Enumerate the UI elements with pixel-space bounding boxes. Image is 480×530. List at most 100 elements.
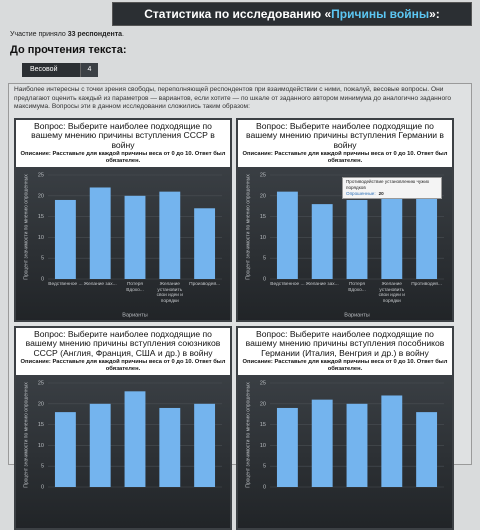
tooltip-value: 20	[378, 191, 384, 197]
y-tick-label: 25	[260, 381, 266, 387]
x-tick-label: Производей...	[189, 282, 221, 288]
header-prefix: Статистика по исследованию «	[144, 7, 332, 21]
tooltip-title: Противодействие установлению чужих поряд…	[346, 179, 430, 191]
chart-plot: Процент значимости по мнению опрошенных 0…	[238, 167, 452, 320]
bar	[311, 399, 333, 488]
chart-subtitle: Описание: Расставьте для каждой причины …	[20, 151, 226, 165]
chart-panel: Вопрос: Выберите наиболее подходящие по …	[14, 326, 232, 530]
y-tick-label: 25	[38, 381, 44, 387]
chart-header: Вопрос: Выберите наиболее подходящие по …	[238, 120, 452, 168]
bar	[124, 196, 146, 280]
x-tick-label-box: Желание установить свои идеи и порядки	[378, 282, 405, 304]
tooltip-row: Опрошенные: 20	[346, 191, 438, 197]
y-axis-label: Процент значимости по мнению опрошенных	[245, 174, 251, 280]
chart-panel: Вопрос: Выберите наиболее подходящие по …	[236, 326, 454, 530]
y-tick-label: 20	[38, 193, 44, 199]
y-tick-label: 20	[38, 401, 44, 407]
chart-header: Вопрос: Выберите наиболее подходящие по …	[16, 120, 230, 168]
bar	[381, 395, 403, 488]
y-tick-label: 20	[260, 193, 266, 199]
page-header: Статистика по исследованию «Причины войн…	[112, 2, 472, 26]
bar	[381, 191, 403, 280]
bar	[276, 408, 298, 488]
x-tick-label-box: Противодей...	[411, 282, 442, 288]
table-cell: 4	[80, 63, 98, 77]
x-tick-label-box: Желание зах...	[305, 282, 339, 288]
bar	[194, 404, 216, 488]
x-tick-label: Потеря Вдохо...	[126, 282, 144, 293]
y-axis-label: Процент значимости по мнению опрошенных	[23, 382, 29, 488]
tooltip-box: Противодействие установлению чужих поряд…	[342, 177, 442, 200]
y-tick-label: 0	[263, 277, 266, 283]
x-tick-label: Ведственное ...	[270, 282, 305, 288]
chart-panel: Вопрос: Выберите наиболее подходящие по …	[14, 118, 232, 322]
y-tick-label: 15	[38, 214, 44, 220]
bar	[276, 191, 298, 280]
header-suffix: »:	[429, 7, 440, 21]
chart-title: Вопрос: Выберите наиболее подходящие по …	[31, 121, 215, 150]
x-tick-label-box: Потеря Вдохо...	[348, 282, 366, 293]
chart-subtitle: Описание: Расставьте для каждой причины …	[20, 359, 226, 373]
y-axis-label: Процент значимости по мнению опрошенных	[245, 382, 251, 488]
chart-title: Вопрос: Выберите наиболее подходящие по …	[245, 329, 445, 358]
y-tick-label: 5	[263, 464, 266, 470]
bar	[89, 187, 111, 280]
section-title: До прочтения текста:	[10, 44, 127, 56]
y-tick-label: 20	[260, 401, 266, 407]
x-tick-label: Желание установить свои идеи и порядки	[378, 282, 405, 304]
bar	[416, 196, 438, 280]
chart-plot: Процент значимости по мнению опрошенных 0…	[16, 167, 230, 320]
chart-subtitle: Описание: Расставьте для каждой причины …	[242, 359, 448, 373]
chart-panel: Вопрос: Выберите наиболее подходящие по …	[236, 118, 454, 322]
y-tick-label: 0	[263, 485, 266, 491]
x-tick-label-box: Ведственное ...	[270, 282, 305, 288]
y-tick-label: 0	[41, 277, 44, 283]
y-tick-label: 10	[38, 443, 44, 449]
bar	[124, 391, 146, 488]
y-tick-label: 5	[263, 256, 266, 262]
participants: Участие приняло 33 респондента.	[10, 31, 124, 38]
y-tick-label: 5	[41, 256, 44, 262]
bar	[159, 191, 181, 280]
bar	[54, 200, 76, 280]
x-tick-label: Противодей...	[411, 282, 442, 288]
y-axis-label: Процент значимости по мнению опрошенных	[23, 174, 29, 280]
x-tick-label: Потеря Вдохо...	[348, 282, 366, 293]
y-tick-label: 25	[260, 173, 266, 179]
page: Статистика по исследованию «Причины войн…	[8, 2, 472, 530]
bar	[346, 404, 368, 488]
y-tick-label: 0	[41, 485, 44, 491]
x-tick-label-box: Ведственное ...	[48, 282, 82, 287]
chart-subtitle: Описание: Расставьте для каждой причины …	[242, 151, 448, 165]
intro-text: Наиболее интересны с точки зрения свобод…	[14, 86, 452, 111]
x-tick-label: Желание установить свои идеи и порядки	[156, 282, 183, 304]
y-tick-label: 10	[38, 235, 44, 241]
bar	[311, 204, 333, 280]
chart-title: Вопрос: Выберите наиболее подходящие по …	[246, 121, 444, 150]
bar	[194, 208, 216, 280]
x-tick-label-box: Потеря Вдохо...	[126, 282, 144, 293]
y-tick-label: 15	[260, 422, 266, 428]
y-tick-label: 15	[260, 214, 266, 220]
x-tick-label: Желание зах...	[305, 282, 339, 288]
chart-header: Вопрос: Выберите наиболее подходящие по …	[238, 328, 452, 376]
y-tick-label: 10	[260, 235, 266, 241]
tooltip-label: Опрошенные:	[346, 191, 376, 197]
y-tick-label: 10	[260, 443, 266, 449]
table-row: Весовой 4	[22, 63, 98, 77]
x-tick-label: Желание зах...	[83, 282, 117, 288]
y-tick-label: 15	[38, 422, 44, 428]
y-tick-label: 5	[41, 464, 44, 470]
header-highlight[interactable]: Причины войны	[331, 7, 430, 21]
chart-plot: Процент значимости по мнению опрошенных 0…	[238, 375, 452, 528]
table-cell: Весовой	[22, 63, 80, 77]
x-tick-label-box: Желание зах...	[83, 282, 117, 288]
chart-title: Вопрос: Выберите наиболее подходящие по …	[25, 329, 221, 358]
bar	[416, 412, 438, 488]
x-tick-label-box: Производей...	[189, 282, 221, 288]
bar	[54, 412, 76, 488]
tooltip: Противодействие установлению чужих поряд…	[342, 177, 442, 200]
participants-count: 33 респондента	[67, 31, 123, 38]
bar	[159, 408, 181, 488]
participants-prefix: Участие приняло	[10, 31, 68, 38]
